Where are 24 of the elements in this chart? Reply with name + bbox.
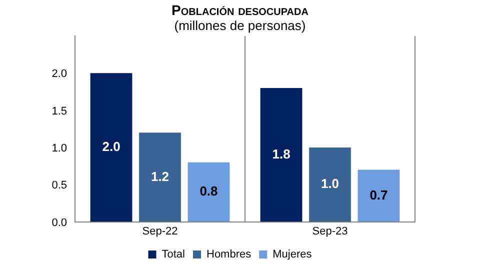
x-tick-label: Sep-23 bbox=[312, 225, 348, 238]
data-label: 2.0 bbox=[102, 139, 120, 154]
chart-title: Población desocupada bbox=[170, 2, 310, 18]
bar bbox=[90, 73, 132, 222]
data-label: 0.8 bbox=[200, 184, 218, 199]
y-tick-label: 0.0 bbox=[52, 216, 67, 229]
bar bbox=[260, 88, 302, 222]
x-tick-label: Sep-22 bbox=[142, 225, 178, 238]
legend-label: Total bbox=[162, 248, 186, 261]
y-tick-label: 0.5 bbox=[52, 180, 67, 192]
bar bbox=[139, 132, 181, 222]
bar bbox=[358, 170, 400, 222]
y-tick-label: 1.5 bbox=[52, 105, 67, 118]
legend-label: Hombres bbox=[206, 248, 252, 261]
y-tick-label: 2.0 bbox=[52, 68, 67, 80]
data-label: 1.0 bbox=[320, 176, 340, 192]
y-tick-label: 1.0 bbox=[52, 142, 67, 154]
bar bbox=[309, 147, 351, 222]
bar bbox=[188, 162, 230, 222]
legend-label: Mujeres bbox=[272, 248, 312, 261]
data-label: 0.7 bbox=[370, 187, 388, 202]
chart-subtitle: (millones de personas) bbox=[173, 18, 307, 33]
data-label: 1.2 bbox=[150, 168, 170, 184]
data-label: 1.8 bbox=[272, 146, 290, 162]
